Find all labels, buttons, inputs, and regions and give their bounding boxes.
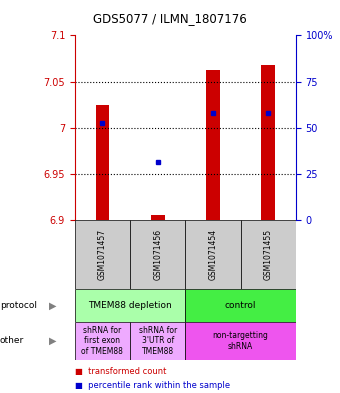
Text: shRNA for
first exon
of TMEM88: shRNA for first exon of TMEM88 (82, 326, 123, 356)
Text: TMEM88 depletion: TMEM88 depletion (88, 301, 172, 310)
Bar (185, 322, 296, 360)
Text: GSM1071456: GSM1071456 (153, 229, 162, 280)
Bar (75, 220, 130, 289)
Bar (151, 215, 165, 220)
Bar (96, 105, 109, 220)
Text: GSM1071454: GSM1071454 (208, 229, 217, 280)
Text: ■  percentile rank within the sample: ■ percentile rank within the sample (75, 381, 230, 390)
Text: GSM1071457: GSM1071457 (98, 229, 107, 280)
Text: shRNA for
3'UTR of
TMEM88: shRNA for 3'UTR of TMEM88 (139, 326, 177, 356)
Bar (185, 220, 241, 289)
Bar (130, 220, 185, 289)
Bar (241, 220, 296, 289)
Bar (261, 65, 275, 220)
Text: ▶: ▶ (49, 336, 57, 346)
Text: protocol: protocol (0, 301, 37, 310)
Text: ▶: ▶ (49, 301, 57, 310)
Bar (206, 70, 220, 220)
Text: GSM1071455: GSM1071455 (264, 229, 273, 280)
Text: GDS5077 / ILMN_1807176: GDS5077 / ILMN_1807176 (93, 12, 247, 25)
Bar (130, 322, 185, 360)
Bar (75, 289, 185, 322)
Text: other: other (0, 336, 24, 345)
Text: ■  transformed count: ■ transformed count (75, 367, 166, 376)
Bar (185, 289, 296, 322)
Text: non-targetting
shRNA: non-targetting shRNA (212, 331, 269, 351)
Text: control: control (225, 301, 256, 310)
Bar (75, 322, 130, 360)
